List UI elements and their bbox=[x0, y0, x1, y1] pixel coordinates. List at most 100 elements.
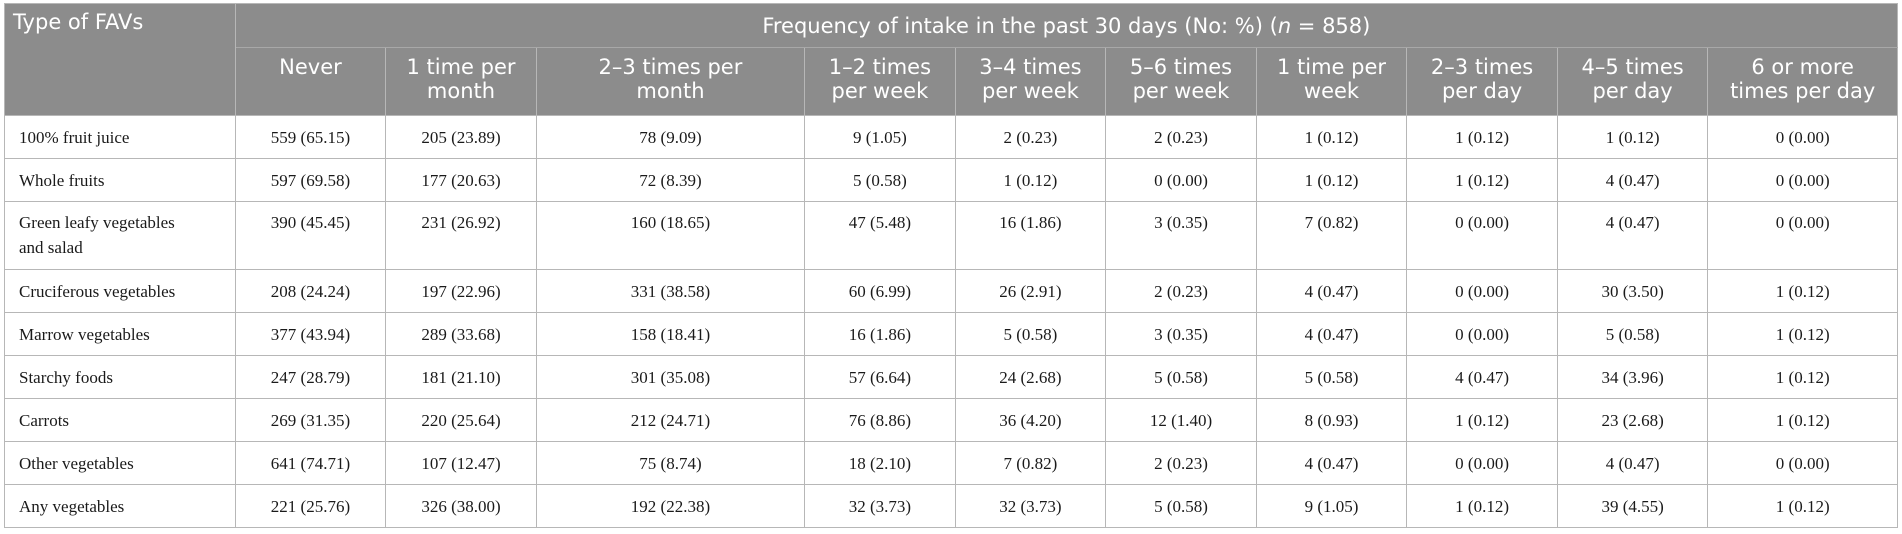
row-label-line: Carrots bbox=[19, 410, 70, 430]
value-cell: 18 (2.10) bbox=[804, 441, 956, 485]
row-label-cell: Green leafy vegetables and salad bbox=[4, 201, 236, 270]
value-cell: 1 (0.12) bbox=[1255, 158, 1408, 202]
value-cell: 9 (1.05) bbox=[804, 115, 956, 159]
value-cell: 221 (25.76) bbox=[234, 484, 387, 528]
column-header-line: 2–3 times bbox=[1430, 55, 1534, 79]
header-row-columns: Never 1 time per month 2–3 times per month 1–… bbox=[5, 47, 1898, 116]
value-cell: 1 (0.12) bbox=[1556, 115, 1709, 159]
value-cell: 559 (65.15) bbox=[234, 115, 387, 159]
value-cell: 301 (35.08) bbox=[535, 355, 806, 399]
column-header: 3–4 times per week bbox=[954, 47, 1107, 116]
value-cell: 181 (21.10) bbox=[385, 355, 537, 399]
row-label-cell: Cruciferous vegetables bbox=[4, 269, 236, 313]
group-header-n: n bbox=[1277, 13, 1292, 38]
column-header-line: Never bbox=[279, 55, 342, 79]
value-cell: 2 (0.23) bbox=[954, 115, 1107, 159]
value-cell: 158 (18.41) bbox=[535, 312, 806, 356]
value-cell: 1 (0.12) bbox=[1406, 484, 1558, 528]
row-label-line: 100% fruit juice bbox=[19, 127, 130, 147]
value-cell: 597 (69.58) bbox=[234, 158, 387, 202]
value-cell: 197 (22.96) bbox=[385, 269, 537, 313]
value-cell: 30 (3.50) bbox=[1556, 269, 1709, 313]
value-cell: 4 (0.47) bbox=[1255, 441, 1408, 485]
value-cell: 4 (0.47) bbox=[1556, 441, 1709, 485]
group-header-cell: Frequency of intake in the past 30 days … bbox=[234, 3, 1899, 48]
row-label-line: and salad bbox=[19, 238, 83, 257]
column-header-line: per day bbox=[1441, 79, 1523, 103]
row-label-cell: Other vegetables bbox=[4, 441, 236, 485]
table-row: Other vegetables 641 (74.71) 107 (12.47) 75… bbox=[4, 441, 1898, 485]
value-cell: 220 (25.64) bbox=[385, 398, 537, 442]
value-cell: 2 (0.23) bbox=[1105, 115, 1257, 159]
row-label-cell: Any vegetables bbox=[4, 484, 236, 528]
row-header-cell: Type of FAVs bbox=[4, 3, 236, 116]
value-cell: 24 (2.68) bbox=[954, 355, 1107, 399]
row-label-cell: Carrots bbox=[4, 398, 236, 442]
value-cell: 331 (38.58) bbox=[535, 269, 806, 313]
value-cell: 0 (0.00) bbox=[1406, 441, 1558, 485]
value-cell: 3 (0.35) bbox=[1105, 312, 1257, 356]
table-row: Marrow vegetables 377 (43.94) 289 (33.68) 1… bbox=[4, 312, 1898, 356]
value-cell: 1 (0.12) bbox=[1707, 484, 1898, 528]
value-cell: 47 (5.48) bbox=[804, 201, 956, 270]
table-row: Whole fruits 597 (69.58) 177 (20.63) 72 (8.… bbox=[4, 158, 1898, 202]
group-header-suffix: = 858) bbox=[1291, 13, 1371, 38]
row-label-cell: Marrow vegetables bbox=[4, 312, 236, 356]
value-cell: 26 (2.91) bbox=[954, 269, 1107, 313]
column-header-line: per day bbox=[1592, 79, 1673, 103]
column-header: Never bbox=[234, 47, 387, 116]
value-cell: 7 (0.82) bbox=[1255, 201, 1408, 270]
column-header: 1–2 times per week bbox=[804, 47, 956, 116]
value-cell: 1 (0.12) bbox=[1406, 398, 1558, 442]
value-cell: 212 (24.71) bbox=[535, 398, 806, 442]
column-header-line: per week bbox=[982, 79, 1079, 103]
value-cell: 7 (0.82) bbox=[954, 441, 1107, 485]
value-cell: 205 (23.89) bbox=[385, 115, 537, 159]
value-cell: 0 (0.00) bbox=[1707, 201, 1898, 270]
column-header-line: 1 time per bbox=[406, 55, 516, 79]
value-cell: 76 (8.86) bbox=[804, 398, 956, 442]
table-row: Any vegetables 221 (25.76) 326 (38.00) 192 … bbox=[4, 484, 1898, 528]
value-cell: 0 (0.00) bbox=[1406, 201, 1558, 270]
column-header-line: 1 time per bbox=[1277, 55, 1387, 79]
value-cell: 0 (0.00) bbox=[1707, 115, 1898, 159]
value-cell: 4 (0.47) bbox=[1255, 312, 1408, 356]
value-cell: 326 (38.00) bbox=[385, 484, 537, 528]
value-cell: 5 (0.58) bbox=[1105, 484, 1257, 528]
value-cell: 16 (1.86) bbox=[954, 201, 1107, 270]
column-header-line: month bbox=[636, 79, 705, 103]
value-cell: 23 (2.68) bbox=[1556, 398, 1709, 442]
table-row: Green leafy vegetables and salad 390 (45.4… bbox=[4, 201, 1898, 270]
row-label-line: Cruciferous vegetables bbox=[19, 281, 176, 301]
column-header-line: 3–4 times bbox=[979, 55, 1082, 79]
value-cell: 1 (0.12) bbox=[1406, 158, 1558, 202]
value-cell: 72 (8.39) bbox=[535, 158, 806, 202]
value-cell: 269 (31.35) bbox=[234, 398, 387, 442]
value-cell: 0 (0.00) bbox=[1406, 312, 1558, 356]
value-cell: 192 (22.38) bbox=[535, 484, 806, 528]
value-cell: 32 (3.73) bbox=[954, 484, 1107, 528]
value-cell: 5 (0.58) bbox=[1105, 355, 1257, 399]
value-cell: 177 (20.63) bbox=[385, 158, 537, 202]
column-header-line: 2–3 times per bbox=[598, 55, 743, 79]
value-cell: 1 (0.12) bbox=[1707, 269, 1898, 313]
table-body: 100% fruit juice 559 (65.15) 205 (23.89) 78… bbox=[4, 115, 1898, 528]
row-label-line: Other vegetables bbox=[19, 453, 134, 473]
value-cell: 0 (0.00) bbox=[1707, 441, 1898, 485]
row-label-cell: Whole fruits bbox=[4, 158, 236, 202]
value-cell: 5 (0.58) bbox=[804, 158, 956, 202]
column-header-line: 1–2 times bbox=[828, 55, 932, 79]
value-cell: 2 (0.23) bbox=[1105, 441, 1257, 485]
value-cell: 1 (0.12) bbox=[1707, 312, 1898, 356]
value-cell: 1 (0.12) bbox=[954, 158, 1107, 202]
row-label-line: Starchy foods bbox=[19, 367, 113, 387]
value-cell: 0 (0.00) bbox=[1406, 269, 1558, 313]
table-row: Cruciferous vegetables 208 (24.24) 197 (22… bbox=[4, 269, 1898, 313]
value-cell: 377 (43.94) bbox=[234, 312, 387, 356]
value-cell: 2 (0.23) bbox=[1105, 269, 1257, 313]
value-cell: 0 (0.00) bbox=[1707, 158, 1898, 202]
value-cell: 34 (3.96) bbox=[1556, 355, 1709, 399]
row-label-line: Any vegetables bbox=[19, 496, 125, 516]
value-cell: 289 (33.68) bbox=[385, 312, 537, 356]
